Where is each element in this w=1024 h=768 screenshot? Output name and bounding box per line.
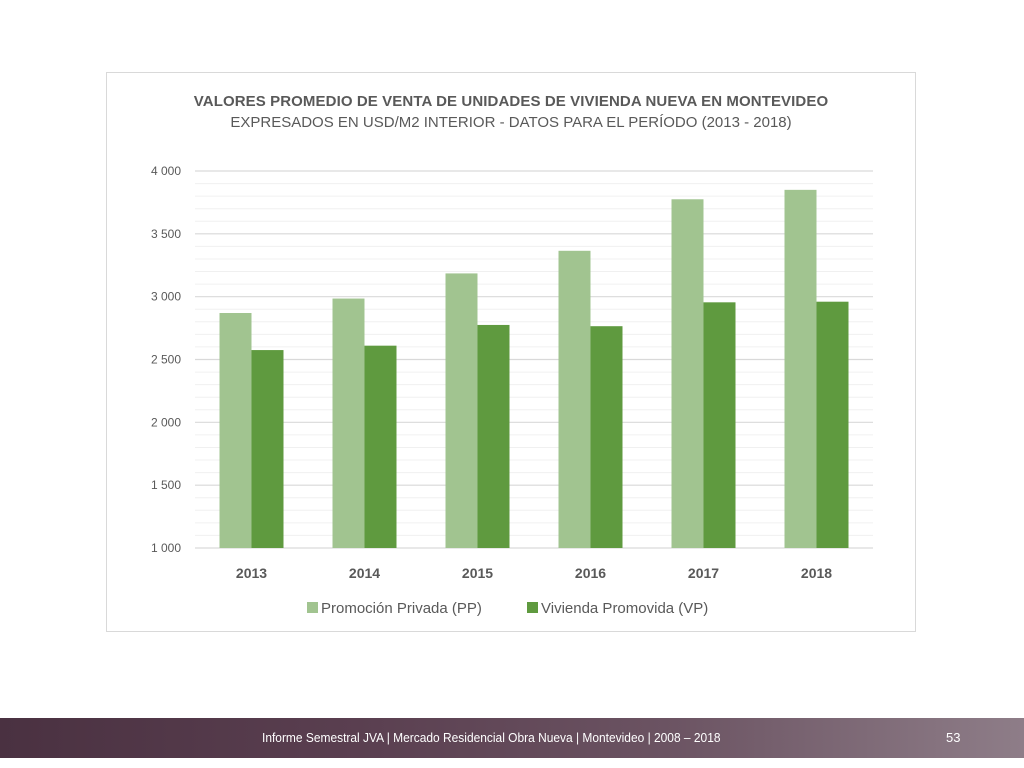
bar-vp-2014: [364, 345, 397, 548]
bar-pp-2013: [219, 313, 252, 548]
legend-swatch-pp: [307, 602, 318, 613]
x-tick-label: 2017: [688, 565, 719, 581]
y-tick-label: 1 500: [151, 478, 181, 492]
bar-pp-2018: [784, 189, 817, 548]
bar-vp-2013: [251, 350, 284, 548]
x-tick-label: 2014: [349, 565, 380, 581]
bar-pp-2017: [671, 199, 704, 548]
y-tick-label: 4 000: [151, 164, 181, 178]
chart-subtitle: EXPRESADOS EN USD/M2 INTERIOR - DATOS PA…: [230, 114, 792, 131]
bar-vp-2016: [590, 326, 623, 548]
y-tick-label: 2 000: [151, 415, 181, 429]
x-tick-label: 2018: [801, 565, 832, 581]
bar-vp-2018: [816, 301, 849, 548]
x-tick-label: 2015: [462, 565, 493, 581]
bar-pp-2016: [558, 250, 591, 548]
chart-container: VALORES PROMEDIO DE VENTA DE UNIDADES DE…: [106, 72, 916, 632]
bar-pp-2015: [445, 273, 478, 548]
x-tick-label: 2016: [575, 565, 606, 581]
bar-vp-2017: [703, 302, 736, 548]
x-tick-label: 2013: [236, 565, 267, 581]
chart-title: VALORES PROMEDIO DE VENTA DE UNIDADES DE…: [193, 93, 829, 110]
chart-plot: 1 000 1 500 2 000 2 500 3 000 3 500 4 000 2013 2…: [151, 164, 873, 617]
y-tick-label: 1 000: [151, 541, 181, 555]
y-tick-label: 3 500: [151, 227, 181, 241]
footer-text: Informe Semestral JVA | Mercado Residenc…: [262, 730, 721, 745]
y-tick-label: 2 500: [151, 353, 181, 367]
page-number: 53: [946, 730, 961, 745]
bar-pp-2014: [332, 298, 365, 548]
legend-swatch-vp: [527, 602, 538, 613]
legend-label-pp: Promoción Privada (PP): [321, 600, 482, 617]
bar-vp-2015: [477, 324, 510, 548]
legend-label-vp: Vivienda Promovida (VP): [541, 600, 708, 617]
footer-bar: Informe Semestral JVA | Mercado Residenc…: [0, 718, 1024, 758]
y-tick-label: 3 000: [151, 290, 181, 304]
